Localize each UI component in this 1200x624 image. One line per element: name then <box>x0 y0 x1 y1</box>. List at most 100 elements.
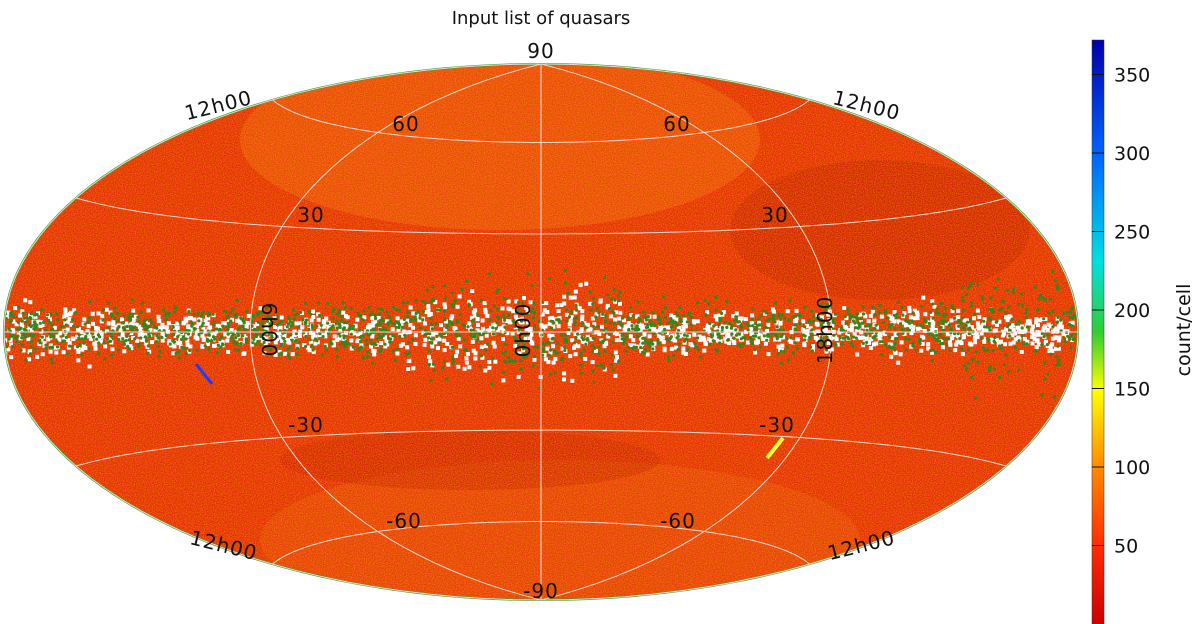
plane-point <box>287 322 291 326</box>
plane-point <box>696 336 700 340</box>
plane-point <box>425 332 429 336</box>
plane-gap-cell <box>661 340 666 345</box>
plane-point <box>919 324 923 328</box>
plane-gap-cell <box>578 282 583 287</box>
plane-point <box>779 349 783 353</box>
plane-point <box>763 326 767 330</box>
plane-gap-cell <box>649 327 654 332</box>
plane-gap-cell <box>1013 337 1018 342</box>
plane-point <box>904 337 908 341</box>
plane-gap-cell <box>551 360 556 365</box>
plane-gap-cell <box>179 335 184 340</box>
plane-point <box>304 344 308 349</box>
plane-gap-cell <box>117 336 122 341</box>
plane-point <box>136 315 140 319</box>
plane-point <box>323 344 327 348</box>
plane-point <box>241 334 245 338</box>
plane-gap-cell <box>930 350 935 355</box>
galactic-plane-band <box>4 268 1078 400</box>
plane-point <box>795 346 800 350</box>
plane-gap-cell <box>919 348 924 353</box>
plane-point <box>362 309 366 313</box>
plane-gap-cell <box>1053 335 1058 340</box>
plane-gap-cell <box>384 319 389 324</box>
plane-point <box>970 375 974 379</box>
plane-point <box>491 357 495 361</box>
plane-point <box>579 371 583 375</box>
plane-point <box>424 301 428 305</box>
plane-gap-cell <box>982 321 986 326</box>
plane-point <box>20 331 24 335</box>
plane-gap-cell <box>405 318 410 323</box>
plane-point <box>309 312 313 316</box>
plane-point <box>127 347 131 351</box>
plane-point <box>156 336 160 340</box>
plane-point <box>953 332 957 336</box>
plane-gap-cell <box>626 323 631 328</box>
plane-gap-cell <box>613 317 617 322</box>
plane-point <box>1001 299 1005 303</box>
plane-point <box>976 283 980 287</box>
plane-point <box>295 346 300 350</box>
plane-point <box>231 332 235 336</box>
plane-gap-cell <box>728 328 733 333</box>
plane-gap-cell <box>821 327 826 332</box>
plane-gap-cell <box>662 346 667 351</box>
plane-gap-cell <box>719 324 724 329</box>
plane-point <box>370 342 374 346</box>
plane-gap-cell <box>528 326 533 331</box>
plane-point <box>810 349 815 353</box>
plane-gap-cell <box>52 325 57 330</box>
plane-point <box>846 307 850 312</box>
plane-point <box>844 335 848 339</box>
plane-point <box>592 380 596 385</box>
plane-gap-cell <box>973 335 978 340</box>
plane-point <box>745 322 750 326</box>
plane-point <box>563 268 568 273</box>
plane-gap-cell <box>88 336 93 341</box>
plane-point <box>1004 353 1008 357</box>
plane-point <box>911 344 915 348</box>
plane-gap-cell <box>245 321 250 326</box>
plane-point <box>741 342 746 346</box>
plane-gap-cell <box>158 325 163 330</box>
plane-point <box>678 306 682 310</box>
plane-point <box>682 333 687 337</box>
plane-point <box>236 328 240 332</box>
plane-point <box>1020 334 1024 338</box>
plane-point <box>604 326 608 331</box>
plane-point <box>631 327 635 331</box>
plane-point <box>19 348 23 352</box>
plane-point <box>548 372 552 376</box>
plane-point <box>91 326 95 331</box>
plane-point <box>478 365 482 369</box>
plane-gap-cell <box>48 317 52 322</box>
plane-point <box>445 326 449 330</box>
plane-gap-cell <box>542 353 547 357</box>
plane-gap-cell <box>918 326 923 331</box>
plane-point <box>343 306 347 310</box>
plane-gap-cell <box>482 301 487 306</box>
plane-point <box>404 321 408 325</box>
plane-gap-cell <box>554 320 559 325</box>
plane-point <box>32 327 36 331</box>
plane-gap-cell <box>36 319 41 324</box>
plane-point <box>793 327 797 331</box>
plane-point <box>893 337 898 341</box>
plane-point <box>1043 361 1047 365</box>
plane-point <box>484 348 488 352</box>
plane-point <box>233 341 237 345</box>
plane-point <box>887 325 892 329</box>
plane-point <box>832 333 836 337</box>
plane-gap-cell <box>194 332 199 337</box>
plane-point <box>486 342 490 346</box>
plane-point <box>265 319 269 323</box>
plane-point <box>644 348 648 352</box>
plane-gap-cell <box>166 321 171 326</box>
plane-gap-cell <box>579 327 584 332</box>
plane-gap-cell <box>488 325 493 330</box>
plane-point <box>555 351 559 355</box>
graticule <box>3 63 1079 601</box>
plane-point <box>685 320 690 324</box>
plane-point <box>924 319 928 323</box>
